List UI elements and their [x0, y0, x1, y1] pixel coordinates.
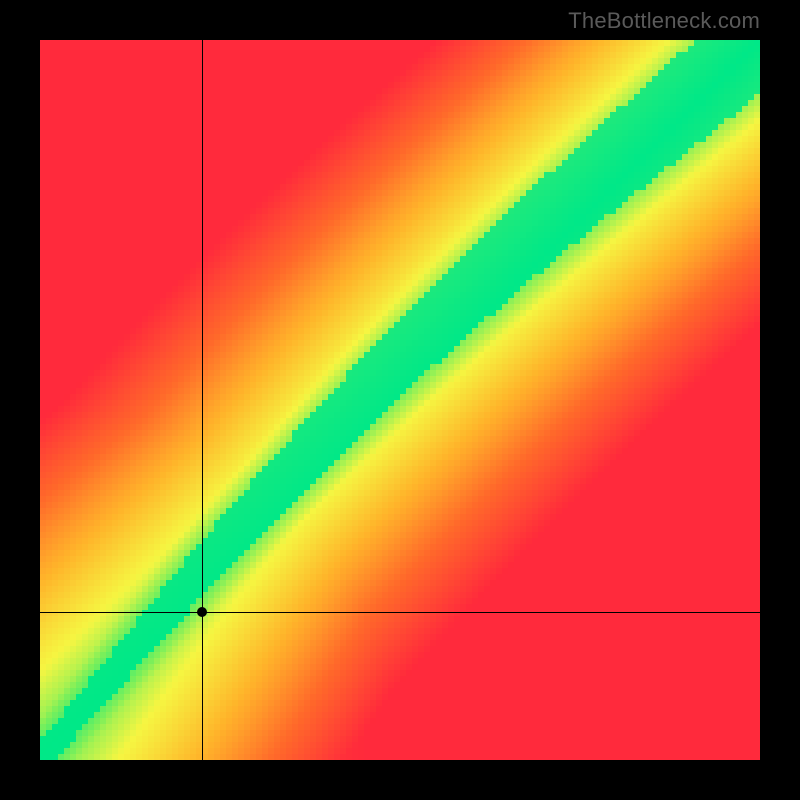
crosshair-horizontal	[40, 612, 760, 613]
crosshair-marker	[197, 607, 207, 617]
plot-area	[40, 40, 760, 760]
chart-frame: TheBottleneck.com	[0, 0, 800, 800]
crosshair-vertical	[202, 40, 203, 760]
heatmap-canvas	[40, 40, 760, 760]
watermark-text: TheBottleneck.com	[568, 8, 760, 34]
